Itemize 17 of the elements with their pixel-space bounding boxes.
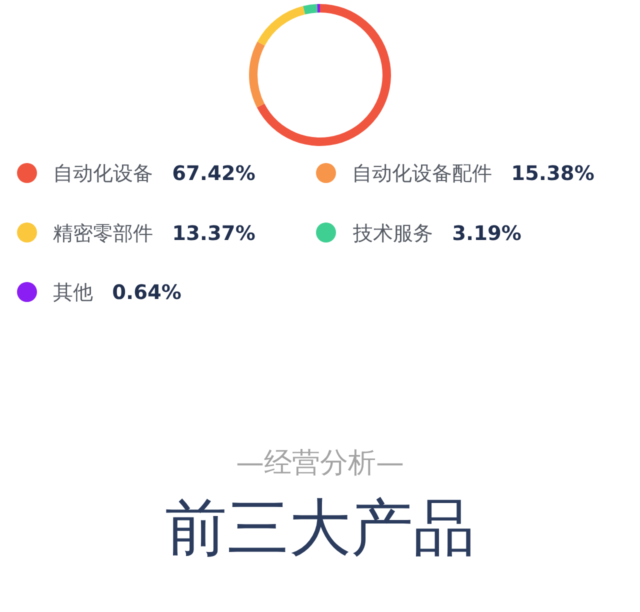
legend-label: 其他 — [53, 280, 93, 304]
data-label: 15.38% — [511, 161, 594, 185]
donut-slice — [257, 6, 306, 46]
data-label: 3.19% — [452, 221, 522, 245]
text: —经营分析— — [236, 446, 404, 479]
donut-slice — [317, 4, 320, 13]
data-label: 0.64% — [112, 280, 182, 304]
donut-slice — [249, 42, 265, 108]
legend-label: 自动化设备 — [53, 161, 153, 185]
data-label: 13.37% — [172, 221, 256, 245]
legend-label: 技术服务 — [353, 221, 433, 245]
legend-label: 自动化设备配件 — [352, 161, 492, 185]
text: 前三大产品 — [165, 491, 475, 564]
donut-slice — [303, 4, 318, 14]
donut-slice — [256, 4, 391, 146]
data-label: 67.42% — [172, 161, 256, 185]
legend-label: 精密零部件 — [53, 221, 153, 245]
